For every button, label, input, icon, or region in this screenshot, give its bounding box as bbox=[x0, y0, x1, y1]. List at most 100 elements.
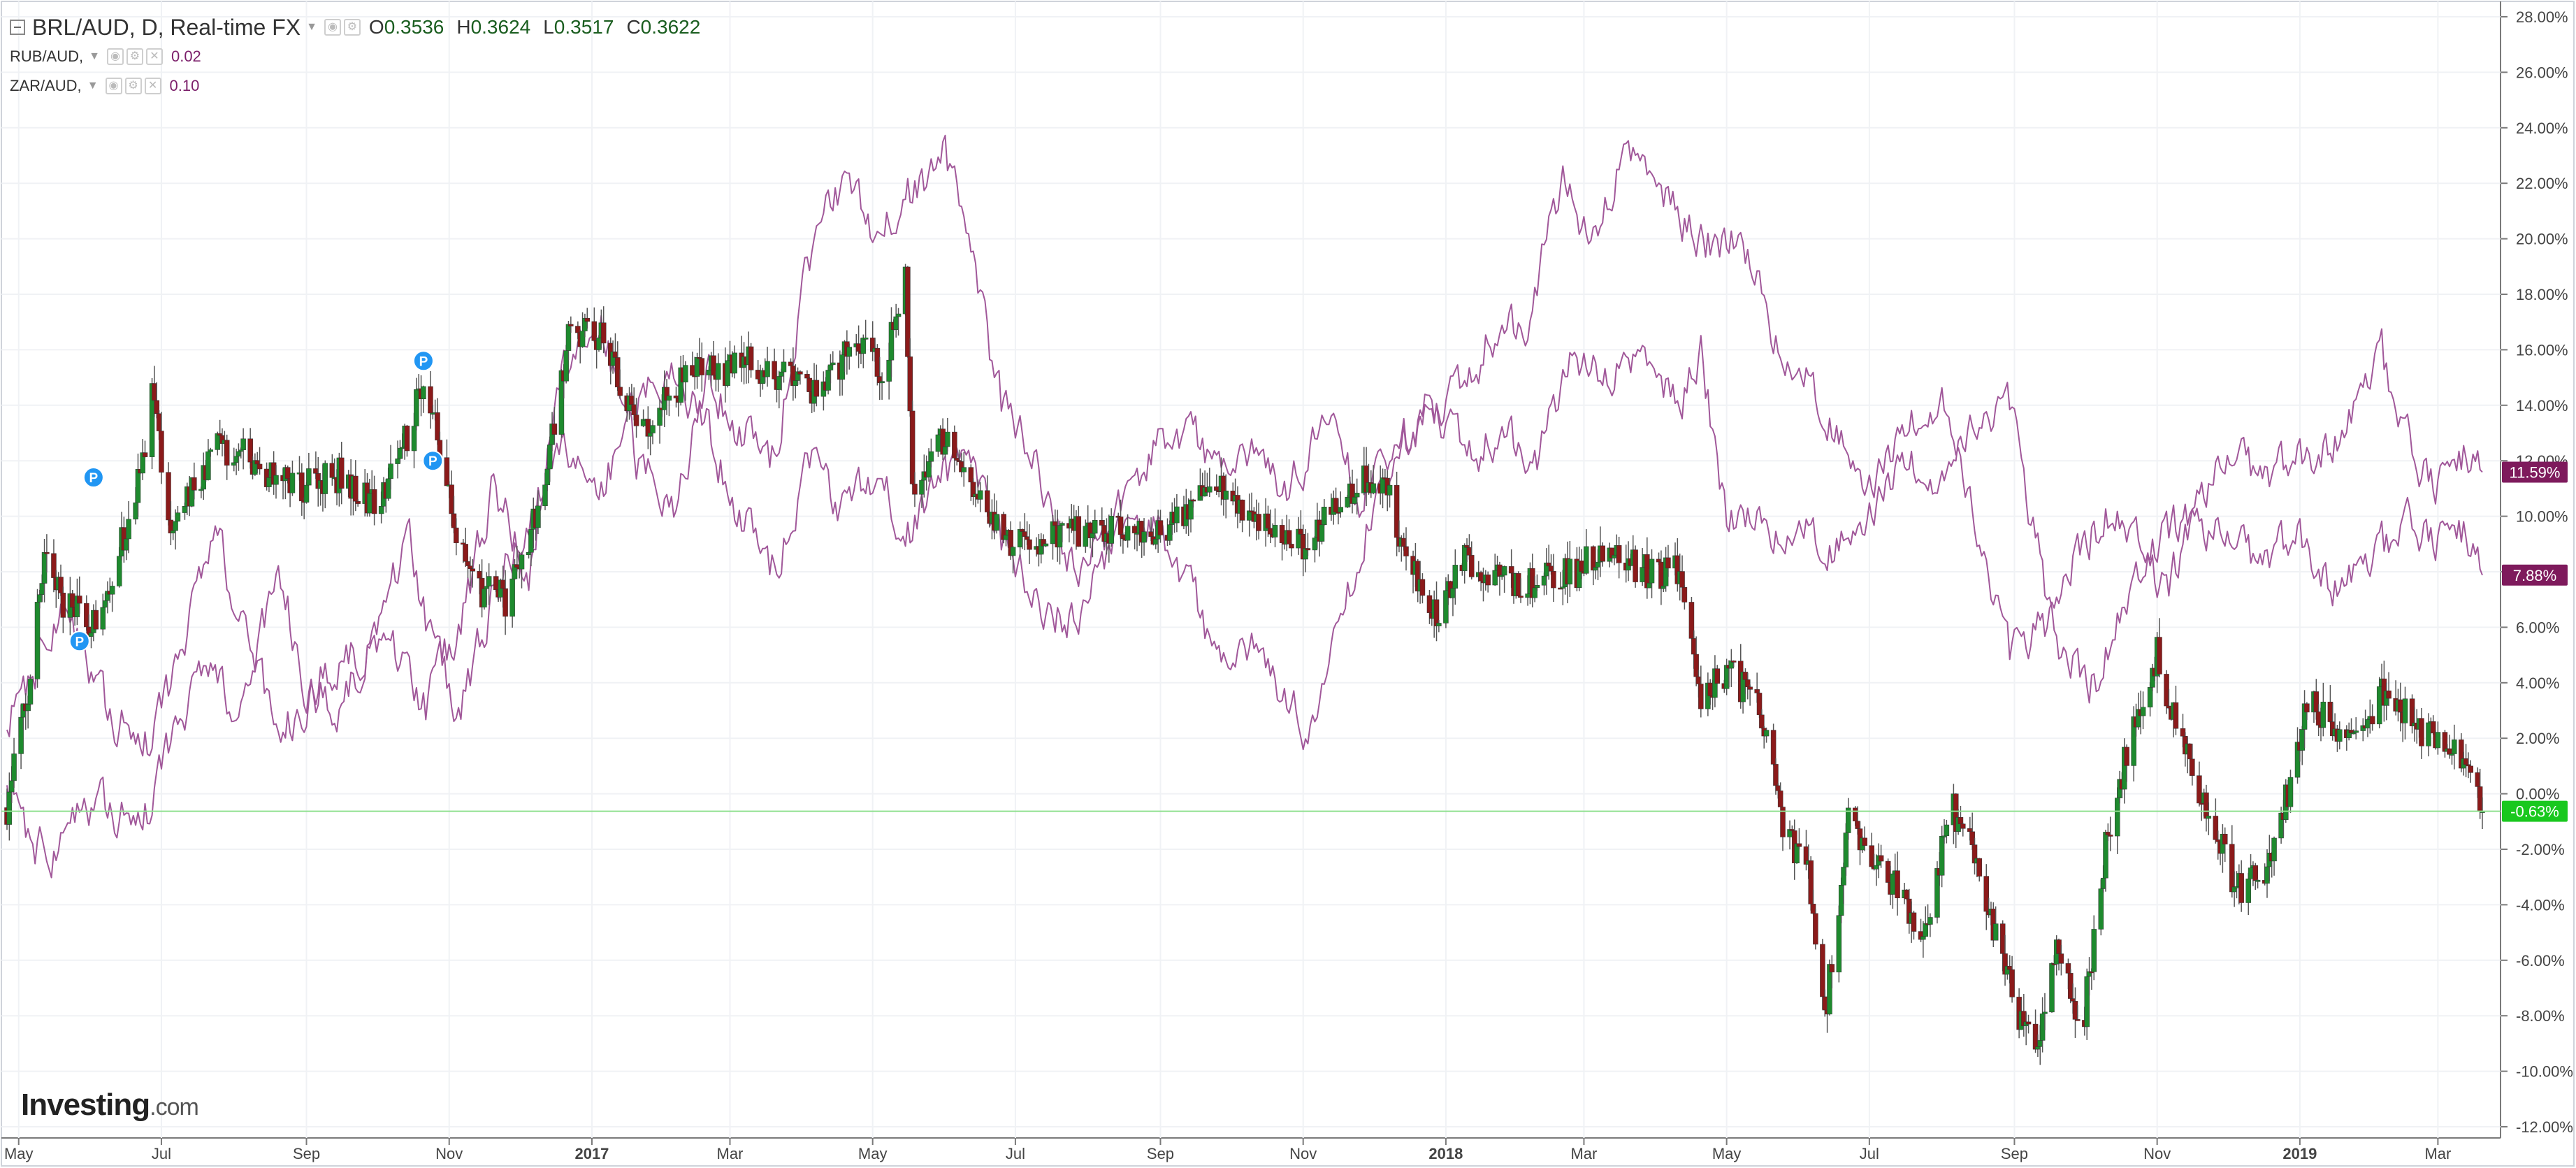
candle[interactable] bbox=[1695, 676, 1702, 684]
collapse-legend-icon[interactable] bbox=[10, 20, 25, 35]
candle[interactable] bbox=[2222, 833, 2228, 845]
candle[interactable] bbox=[690, 365, 695, 376]
candle[interactable] bbox=[1452, 565, 1459, 589]
candle[interactable] bbox=[650, 425, 656, 433]
candle[interactable] bbox=[1869, 845, 1874, 867]
candle[interactable] bbox=[1723, 665, 1730, 689]
candle[interactable] bbox=[535, 505, 541, 528]
candle[interactable] bbox=[1633, 549, 1638, 582]
candle[interactable] bbox=[1022, 531, 1028, 537]
candle[interactable] bbox=[584, 317, 591, 322]
candle[interactable] bbox=[519, 554, 525, 570]
candle[interactable] bbox=[1969, 831, 1975, 845]
candle[interactable] bbox=[208, 449, 214, 452]
candle[interactable] bbox=[338, 457, 345, 489]
candle[interactable] bbox=[133, 502, 138, 520]
candle[interactable] bbox=[1616, 545, 1622, 563]
candle[interactable] bbox=[58, 577, 64, 593]
candle[interactable] bbox=[2365, 719, 2371, 729]
candle[interactable] bbox=[1403, 546, 1409, 556]
candle[interactable] bbox=[404, 425, 410, 452]
close-icon[interactable]: ✕ bbox=[145, 48, 163, 65]
candle[interactable] bbox=[1443, 590, 1449, 623]
candle[interactable] bbox=[1333, 498, 1339, 512]
candle[interactable] bbox=[928, 451, 934, 462]
candle[interactable] bbox=[2430, 721, 2436, 734]
candle[interactable] bbox=[806, 377, 813, 392]
candle[interactable] bbox=[1354, 493, 1360, 498]
candle[interactable] bbox=[1090, 533, 1096, 538]
candle[interactable] bbox=[2304, 703, 2310, 713]
candle[interactable] bbox=[2327, 701, 2333, 722]
candle[interactable] bbox=[1546, 562, 1551, 567]
candle[interactable] bbox=[2147, 687, 2153, 707]
candle[interactable] bbox=[846, 347, 852, 357]
candle[interactable] bbox=[1775, 785, 1781, 791]
candle[interactable] bbox=[1508, 566, 1514, 574]
candle[interactable] bbox=[827, 364, 834, 370]
candle[interactable] bbox=[1214, 486, 1220, 491]
candle[interactable] bbox=[1698, 684, 1704, 709]
candle[interactable] bbox=[2466, 764, 2471, 767]
candle[interactable] bbox=[247, 438, 253, 463]
candle[interactable] bbox=[942, 446, 948, 455]
candle[interactable] bbox=[1052, 521, 1058, 526]
candle[interactable] bbox=[2107, 835, 2113, 837]
candle[interactable] bbox=[238, 449, 244, 452]
candle[interactable] bbox=[961, 467, 967, 473]
candle[interactable] bbox=[565, 324, 572, 351]
candle[interactable] bbox=[1777, 791, 1783, 807]
p-badge-icon[interactable] bbox=[412, 350, 434, 372]
candle[interactable] bbox=[1612, 554, 1617, 558]
candle[interactable] bbox=[544, 468, 551, 486]
candle[interactable] bbox=[1885, 860, 1891, 883]
candle[interactable] bbox=[60, 593, 66, 618]
candle[interactable] bbox=[6, 791, 13, 825]
candle[interactable] bbox=[830, 362, 836, 366]
candle[interactable] bbox=[1289, 544, 1294, 549]
candle[interactable] bbox=[421, 386, 426, 399]
candle[interactable] bbox=[273, 475, 279, 485]
candle[interactable] bbox=[706, 369, 712, 375]
candle[interactable] bbox=[715, 363, 721, 380]
chevron-down-icon[interactable]: ▼ bbox=[89, 50, 100, 62]
candle[interactable] bbox=[954, 458, 960, 461]
candle[interactable] bbox=[568, 324, 574, 326]
candle[interactable] bbox=[1190, 499, 1196, 502]
candle[interactable] bbox=[2376, 686, 2382, 725]
candle[interactable] bbox=[1518, 596, 1524, 598]
candle[interactable] bbox=[502, 588, 508, 617]
candle[interactable] bbox=[306, 468, 312, 486]
candle[interactable] bbox=[1134, 533, 1140, 535]
candle[interactable] bbox=[1584, 546, 1589, 574]
candle[interactable] bbox=[1714, 668, 1721, 684]
candle[interactable] bbox=[1745, 679, 1751, 688]
candle[interactable] bbox=[1501, 566, 1507, 576]
candle[interactable] bbox=[1256, 514, 1261, 531]
candle[interactable] bbox=[788, 361, 794, 366]
candle[interactable] bbox=[444, 457, 450, 486]
candle[interactable] bbox=[1593, 567, 1598, 571]
candle[interactable] bbox=[1433, 599, 1440, 626]
candle[interactable] bbox=[793, 380, 798, 386]
candle[interactable] bbox=[486, 576, 492, 586]
candle[interactable] bbox=[51, 553, 57, 578]
candle[interactable] bbox=[781, 361, 787, 373]
candle[interactable] bbox=[2091, 929, 2097, 972]
compare-symbol[interactable]: RUB/AUD, bbox=[10, 48, 84, 65]
candle[interactable] bbox=[2213, 816, 2219, 840]
candle[interactable] bbox=[732, 352, 737, 374]
series-line-rub-aud[interactable] bbox=[6, 134, 2483, 757]
candle[interactable] bbox=[159, 431, 164, 473]
candle[interactable] bbox=[509, 578, 515, 617]
chevron-down-icon[interactable]: ▼ bbox=[87, 80, 99, 92]
candle[interactable] bbox=[236, 451, 242, 457]
candle[interactable] bbox=[1387, 484, 1393, 496]
candle[interactable] bbox=[895, 313, 902, 317]
candle[interactable] bbox=[968, 467, 974, 483]
candle[interactable] bbox=[804, 374, 810, 379]
candle[interactable] bbox=[109, 586, 115, 595]
candle[interactable] bbox=[123, 538, 129, 551]
candle[interactable] bbox=[1239, 499, 1245, 521]
candle[interactable] bbox=[1499, 575, 1505, 577]
